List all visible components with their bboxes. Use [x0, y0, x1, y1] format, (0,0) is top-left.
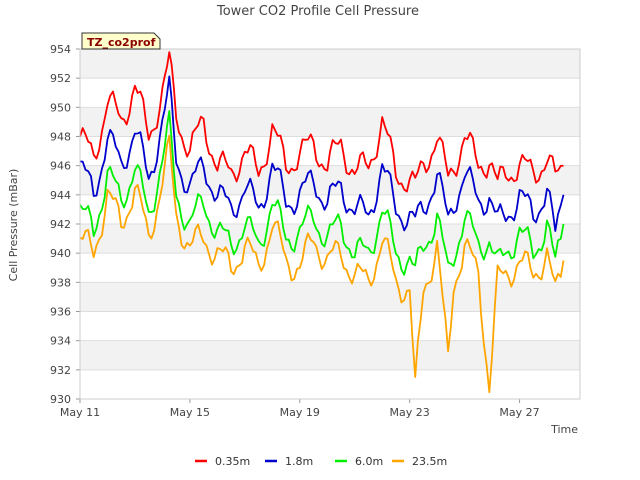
series-line-23.5m: [79, 134, 565, 394]
y-tick-label: 932: [50, 364, 71, 377]
y-tick-label: 940: [50, 247, 71, 260]
background-band: [80, 107, 580, 137]
site-tag-text: TZ_co2prof: [87, 36, 156, 49]
y-tick-label: 934: [50, 335, 71, 348]
legend-label-6.0m: 6.0m: [355, 455, 383, 468]
series-line-6.0m: [79, 110, 565, 276]
x-axis-label: Time: [550, 423, 578, 436]
y-tick-label: 938: [50, 276, 71, 289]
legend-label-0.35m: 0.35m: [215, 455, 250, 468]
y-tick-label: 950: [50, 101, 71, 114]
x-tick-label: May 27: [499, 406, 539, 419]
site-tag: TZ_co2prof: [81, 32, 161, 50]
chart-title: Tower CO2 Profile Cell Pressure: [216, 4, 419, 19]
legend: 0.35m 1.8m 6.0m 23.5m: [195, 455, 447, 468]
legend-label-1.8m: 1.8m: [285, 455, 313, 468]
series-line-1.8m: [79, 75, 565, 232]
background-band: [80, 49, 580, 79]
plot-lines: [79, 51, 565, 394]
x-tick-label: May 23: [390, 406, 430, 419]
background-band: [80, 282, 580, 312]
y-tick-label: 948: [50, 131, 71, 144]
y-tick-label: 952: [50, 72, 71, 85]
y-axis-ticks: 930 932 934 936 938 940 942 944 946 948 950 952 954: [50, 43, 80, 406]
plot-frame: [79, 48, 581, 400]
site-tag-box: [81, 32, 161, 50]
background-band: [80, 340, 580, 370]
y-axis-label: Cell Pressure (mBar): [7, 169, 20, 282]
x-tick-label: May 19: [280, 406, 320, 419]
series-line-0.35m: [79, 51, 564, 193]
x-axis-ticks: May 11 May 15 May 19 May 23 May 27: [60, 399, 540, 419]
y-tick-label: 946: [50, 160, 71, 173]
x-tick-label: May 11: [60, 406, 100, 419]
y-tick-label: 930: [50, 393, 71, 406]
legend-label-23.5m: 23.5m: [412, 455, 447, 468]
x-tick-label: May 15: [170, 406, 210, 419]
y-tick-label: 944: [50, 189, 71, 202]
y-tick-label: 954: [50, 43, 71, 56]
y-tick-label: 942: [50, 218, 71, 231]
background-band: [80, 224, 580, 254]
y-tick-label: 936: [50, 306, 71, 319]
